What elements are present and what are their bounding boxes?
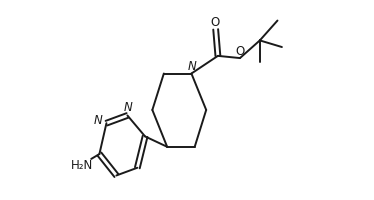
Text: O: O	[235, 45, 245, 58]
Text: H₂N: H₂N	[71, 159, 93, 172]
Text: N: N	[188, 60, 197, 73]
Text: N: N	[94, 114, 102, 127]
Text: O: O	[210, 16, 219, 29]
Text: N: N	[123, 101, 132, 114]
